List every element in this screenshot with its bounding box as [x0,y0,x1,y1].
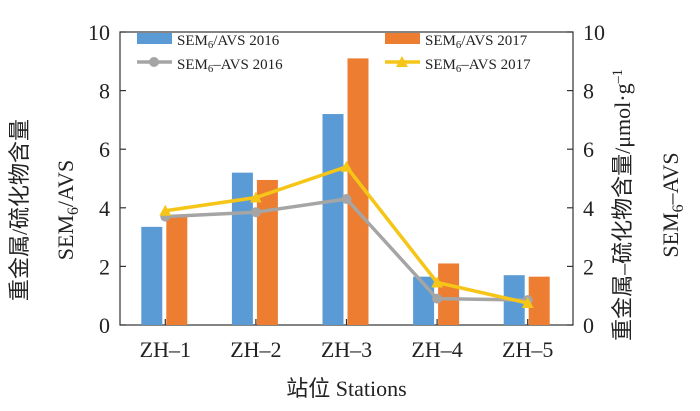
y-left-tick-label: 10 [88,20,110,45]
bar-2016-3 [322,114,344,325]
marker-2017-5 [521,297,534,309]
y-left-tick-label: 6 [99,137,110,162]
legend-item-1-label: SEM6/AVS 2016 [177,33,280,51]
y-right-title-cn: 重金属–硫化物含量/μmol·g–1 [610,69,635,341]
legend: SEM6/AVS 2016 SEM6–AVS 2016 SEM6/AVS 2017 S… [137,33,531,75]
marker-2017-4 [431,276,444,288]
legend-item-4-marker [396,56,408,67]
marker-2016-4 [432,293,443,304]
bars [141,58,550,326]
x-tick-label: ZH–2 [230,337,281,362]
bar-2017-2 [256,179,278,325]
x-tick-label: ZH–5 [502,337,553,362]
y-right-tick-label: 2 [583,254,594,279]
ticks: 0 2 4 6 8 10 0 2 4 6 8 10 ZH–1 ZH–2 ZH–3 ZH–4 ZH–5 [88,20,605,362]
y-left-title-cn: 重金属/硫化物含量 [7,119,32,301]
marker-2017-3 [340,160,353,172]
marker-2017-2 [249,191,262,203]
bar-2017-1 [166,215,188,325]
y-left-tick-label: 0 [99,313,110,338]
y-left-tick-label: 2 [99,254,110,279]
bar-2017-4 [438,263,460,325]
bar-2017-3 [347,58,369,326]
marker-2016-2 [250,207,261,218]
legend-item-2-marker [149,57,159,67]
x-tick-label: ZH–4 [411,337,462,362]
x-tick-label: ZH–1 [140,337,191,362]
marker-2016-3 [341,194,352,205]
y-right-tick-label: 4 [583,196,594,221]
y-left-tick-label: 4 [99,196,110,221]
y-right-title-en: SEM6–AVS [658,152,687,257]
x-axis-title: 站位 Stations [286,376,406,401]
y-left-tick-label: 8 [99,79,110,104]
bar-2017-5 [528,276,550,325]
x-tick-label: ZH–3 [321,337,372,362]
line-2016 [165,197,528,302]
y-right-tick-label: 8 [583,79,594,104]
legend-item-1-swatch [137,33,172,44]
marker-2017-1 [159,204,172,216]
y-right-tick-label: 10 [583,20,605,45]
lines [159,160,534,309]
legend-item-3-swatch [385,33,420,44]
legend-item-4-label: SEM6–AVS 2017 [425,57,531,75]
y-right-tick-label: 6 [583,137,594,162]
bar-2016-2 [231,172,253,325]
line-2017 [165,165,529,305]
axis-titles: 站位 Stations 重金属/硫化物含量 SEM6/AVS 重金属–硫化物含量/μm… [7,69,687,401]
legend-item-3-label: SEM6/AVS 2017 [425,33,528,51]
bar-2016-1 [141,226,163,325]
legend-item-2-label: SEM6–AVS 2016 [177,57,283,75]
y-right-tick-label: 0 [583,313,594,338]
y-left-title-en: SEM6/AVS [53,160,82,260]
